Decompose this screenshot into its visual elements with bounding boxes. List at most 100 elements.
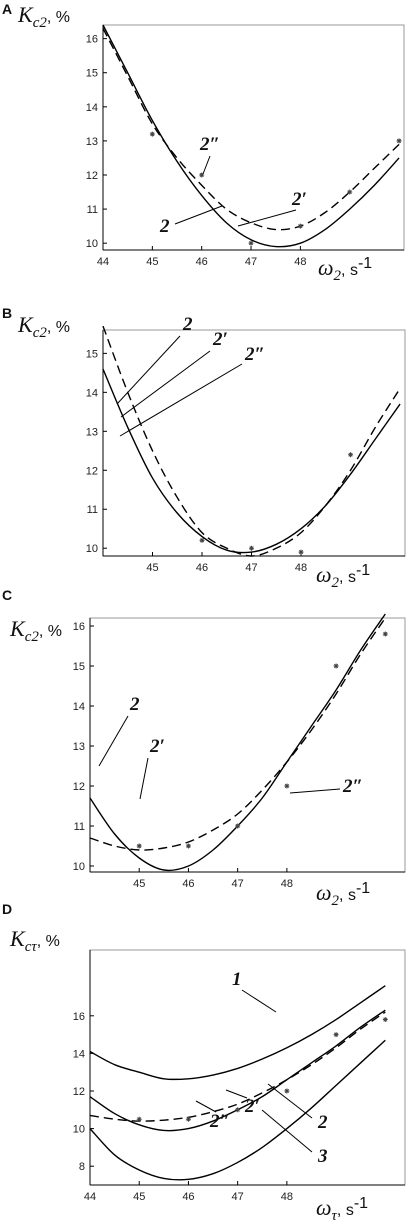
star-marker — [333, 1032, 339, 1038]
y-tick-label: 11 — [87, 204, 98, 216]
y-axis-label: Kc2, % — [9, 616, 62, 645]
x-tick-label: 47 — [245, 562, 257, 574]
curve — [89, 617, 386, 851]
y-tick-label: 15 — [86, 68, 98, 80]
x-tick-label: 48 — [281, 1191, 293, 1203]
y-label-unit: , % — [39, 623, 62, 640]
y-tick-label: 15 — [86, 348, 98, 360]
y-tick-label: 13 — [73, 741, 85, 753]
x-tick-label: 46 — [182, 878, 194, 890]
x-axis-label: ω2, s-1 — [318, 255, 372, 284]
annotation-leader — [237, 209, 297, 227]
y-tick-label: 12 — [73, 1086, 85, 1098]
x-tick-label: 48 — [295, 562, 307, 574]
curve-label: 2 — [317, 1112, 328, 1133]
x-axis-label: ω2, s-1 — [316, 562, 370, 591]
x-label-symbol: ω — [318, 255, 334, 280]
x-tick-label: 44 — [84, 1191, 96, 1203]
y-tick-label: 10 — [86, 543, 98, 555]
x-tick-label: 46 — [196, 562, 208, 574]
y-label-subscript: c2 — [25, 629, 40, 645]
y-tick-label: 14 — [73, 1048, 85, 1060]
x-label-subscript: 2 — [332, 575, 340, 591]
y-tick-label: 16 — [73, 1011, 85, 1023]
annotation-leader — [202, 155, 211, 175]
y-label-symbol: K — [9, 616, 26, 641]
plot-frame — [89, 949, 406, 1186]
x-label-subscript: τ — [332, 1208, 338, 1224]
x-axis-label: ωτ, s-1 — [316, 1195, 368, 1224]
y-label-symbol: K — [17, 2, 34, 27]
y-tick-label: 14 — [86, 387, 98, 399]
y-axis-label: Kcτ, % — [9, 926, 60, 955]
curve — [102, 368, 401, 554]
y-label-unit: , % — [37, 933, 60, 950]
annotation-leader — [116, 335, 181, 405]
curve-label: 2″ — [209, 1111, 230, 1132]
curve — [89, 1011, 386, 1122]
plot-frame — [102, 24, 405, 251]
y-tick-label: 11 — [74, 821, 85, 833]
y-axis-label: Kc2, % — [17, 2, 70, 31]
curve-label: 3 — [317, 1146, 328, 1167]
y-label-subscript: c2 — [33, 325, 48, 341]
star-marker — [235, 1107, 241, 1113]
curve — [89, 613, 386, 872]
annotation-leader — [139, 757, 149, 800]
curve-label: 2 — [129, 694, 140, 715]
curve — [89, 1039, 386, 1181]
star-marker — [185, 843, 191, 849]
y-tick-label: 10 — [73, 861, 85, 873]
y-tick-label: 16 — [73, 621, 85, 633]
x-label-superscript: -1 — [354, 1195, 368, 1212]
y-tick-label: 8 — [79, 1161, 85, 1173]
star-marker — [297, 223, 303, 229]
y-tick-label: 14 — [73, 701, 85, 713]
y-label-subscript: c2 — [33, 15, 48, 31]
annotation-leader — [195, 1100, 217, 1113]
curve — [102, 28, 400, 231]
star-marker — [284, 783, 290, 789]
y-tick-label: 15 — [73, 661, 85, 673]
y-label-symbol: K — [17, 312, 34, 337]
x-tick-label: 45 — [133, 1191, 145, 1203]
star-marker — [235, 823, 241, 829]
y-tick-label: 10 — [86, 238, 98, 250]
x-tick-label: 45 — [146, 256, 158, 268]
x-tick-label: 44 — [97, 256, 109, 268]
star-marker — [199, 172, 205, 178]
curve-label: 2 — [182, 314, 193, 335]
x-label-unit: , s — [339, 569, 356, 586]
x-tick-label: 47 — [232, 878, 244, 890]
plot-frame — [89, 617, 406, 873]
curve-label: 1 — [232, 969, 242, 990]
annotation-leader — [241, 989, 277, 1013]
star-marker — [248, 240, 254, 246]
annotation-leader — [261, 1109, 313, 1153]
curve — [102, 325, 401, 557]
x-tick-label: 47 — [232, 1191, 244, 1203]
x-label-symbol: ω — [316, 1195, 332, 1220]
star-marker — [199, 537, 205, 543]
curve-label: 2′ — [244, 1096, 260, 1117]
y-tick-label: 12 — [86, 465, 98, 477]
x-tick-label: 45 — [133, 878, 145, 890]
y-axis-label: Kc2, % — [17, 312, 70, 341]
y-label-subscript: cτ — [25, 939, 38, 955]
x-axis-label: ω2, s-1 — [316, 880, 370, 909]
annotation-leader — [289, 788, 341, 794]
panel-label: C — [2, 587, 12, 603]
y-tick-label: 11 — [87, 504, 98, 516]
annotation-leader — [225, 1089, 248, 1099]
x-label-subscript: 2 — [334, 268, 342, 284]
y-tick-label: 13 — [86, 136, 98, 148]
star-marker — [136, 1116, 142, 1122]
star-marker — [347, 189, 353, 195]
x-label-unit: , s — [337, 1202, 354, 1219]
annotation-leader — [120, 350, 211, 418]
star-marker — [396, 138, 402, 144]
panel-label: A — [2, 1, 12, 17]
star-marker — [333, 663, 339, 669]
x-label-subscript: 2 — [332, 893, 340, 909]
curve-label: 2′ — [291, 189, 307, 210]
